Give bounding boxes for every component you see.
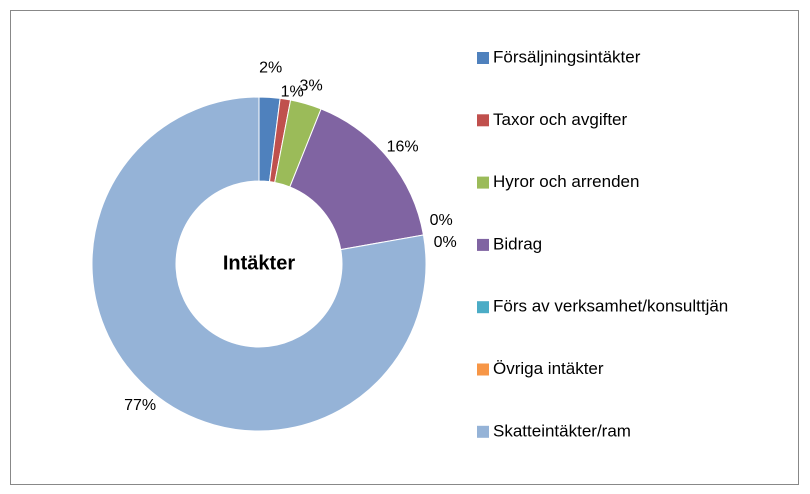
chart-title: Intäkter: [223, 252, 295, 274]
data-label: 16%: [387, 139, 419, 156]
data-label: 77%: [124, 397, 156, 414]
data-label: 1%: [281, 84, 304, 101]
legend-swatch: [477, 52, 489, 64]
legend-swatch: [477, 176, 489, 189]
legend-swatch: [477, 363, 489, 376]
legend-label: Taxor och avgifter: [493, 110, 628, 129]
data-label: 0%: [430, 212, 453, 229]
legend-label: Försäljningsintäkter: [493, 47, 641, 66]
legend-label: Bidrag: [493, 234, 542, 253]
legend-swatch: [477, 238, 489, 251]
data-label: 2%: [259, 60, 282, 77]
legend-swatch: [477, 301, 489, 314]
data-label: 0%: [434, 234, 457, 251]
legend-label: Övriga intäkter: [493, 359, 604, 378]
legend-swatch: [477, 425, 489, 438]
legend-swatch: [477, 114, 489, 127]
donut-slice: [91, 96, 427, 432]
legend-label: Hyror och arrenden: [493, 172, 639, 191]
legend-label: Förs av verksamhet/konsulttjän: [493, 297, 728, 316]
data-label: 3%: [300, 78, 323, 95]
legend-label: Skatteintäkter/ram: [493, 421, 631, 440]
